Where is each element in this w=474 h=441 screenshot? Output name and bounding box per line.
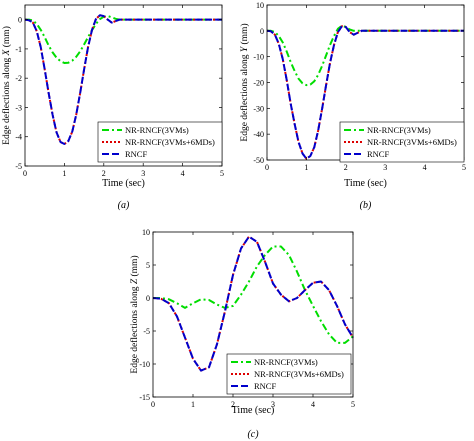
series-line-2 [266,25,464,160]
plot-frame [152,231,354,398]
x-tick-label: 2 [344,163,348,172]
y-tick-label: -40 [253,130,264,139]
series-line-1 [267,24,464,87]
x-axis-label: Time (sec) [344,178,387,189]
y-tick-label: 0 [260,27,264,36]
y-tick-label: 0 [146,294,150,303]
y-axis-label: Edge deflections along Y (mm) [239,23,250,141]
x-tick-label: 1 [62,169,66,178]
x-tick-label: 3 [271,400,275,409]
x-tick-label: 1 [304,163,308,172]
legend-label: RNCF [125,149,147,159]
x-axis-label: Time (sec) [102,178,145,189]
chart-panel-2: 0 1 2 3 4 5 10 0 -10 -20 -30 -40 -50 Time (sec) Edge d… [239,1,466,211]
legend-label: NR-RNCF(3VMs) [367,125,431,135]
chart-panel-3: 0 1 2 3 4 5 10 5 0 -5 -10 -15 Time (sec) Edge deflect… [129,228,355,440]
x-tick-label: 1 [191,400,195,409]
legend-label: NR-RNCF(3VMs+6MDs) [367,137,457,147]
x-axis-label: Time (sec) [232,405,275,416]
legend-label: NR-RNCF(3VMs+6MDs) [125,137,215,147]
x-tick-label: 4 [311,400,315,409]
y-tick-label: -5 [143,327,150,336]
legend-label: RNCF [367,149,389,159]
y-tick-label: 5 [146,261,150,270]
x-tick-label: 4 [181,169,185,178]
x-tick-label: 2 [102,169,106,178]
y-tick-label: -10 [139,360,150,369]
legend-box [97,121,223,163]
y-tick-label: 10 [142,228,150,237]
y-axis-label: Edge deflections along Z (mm) [129,255,140,373]
legend-label: NR-RNCF(3VMs) [254,357,318,367]
panel-label: (b) [360,200,372,211]
legend: NR-RNCF(3VMs) NR-RNCF(3VMs+6MDs) RNCF [97,121,223,163]
y-tick-label: -30 [253,104,264,113]
legend-label: NR-RNCF(3VMs) [125,125,189,135]
x-tick-label: 5 [220,169,224,178]
x-tick-label: 3 [383,163,387,172]
legend-label: NR-RNCF(3VMs+6MDs) [254,369,344,379]
legend-label: RNCF [254,381,276,391]
x-tick-label: 4 [423,163,427,172]
series-line-1 [153,245,354,344]
y-tick-label: -50 [253,156,264,165]
y-tick-label: 10 [256,1,264,10]
x-tick-label: 3 [141,169,145,178]
x-tick-label: 2 [231,400,235,409]
series-line-1 [25,15,222,64]
legend: NR-RNCF(3VMs) NR-RNCF(3VMs+6MDs) RNCF [226,353,352,395]
y-tick-label: -4 [15,133,22,142]
y-axis-label: Edge deflections along X (mm) [1,26,12,145]
y-tick-label: -10 [253,53,264,62]
y-tick-label: 0 [18,16,22,25]
y-tick-label: -2 [15,74,22,83]
chart-panel-1: 0 1 2 3 4 5 0 -1 -2 -3 -4 -5 Time (sec) Edge deflecti… [1,4,224,211]
x-tick-label: 0 [23,169,27,178]
legend: NR-RNCF(3VMs) NR-RNCF(3VMs+6MDs) RNCF [339,121,465,163]
y-tick-label: -20 [253,79,264,88]
x-tick-label: 5 [462,163,466,172]
y-tick-label: -15 [139,393,150,402]
y-tick-label: -1 [15,45,22,54]
y-tick-label: -3 [15,103,22,112]
x-tick-label: 0 [265,163,269,172]
x-tick-label: 5 [351,400,355,409]
series-line-3 [152,235,354,372]
series-line-3 [266,25,464,160]
y-tick-label: -5 [15,162,22,171]
panel-label: (a) [118,200,130,211]
panel-label: (c) [247,429,259,440]
x-tick-label: 0 [151,400,155,409]
series-line-2 [152,235,354,372]
series-line-3 [24,14,222,145]
plot-frame [24,4,223,167]
